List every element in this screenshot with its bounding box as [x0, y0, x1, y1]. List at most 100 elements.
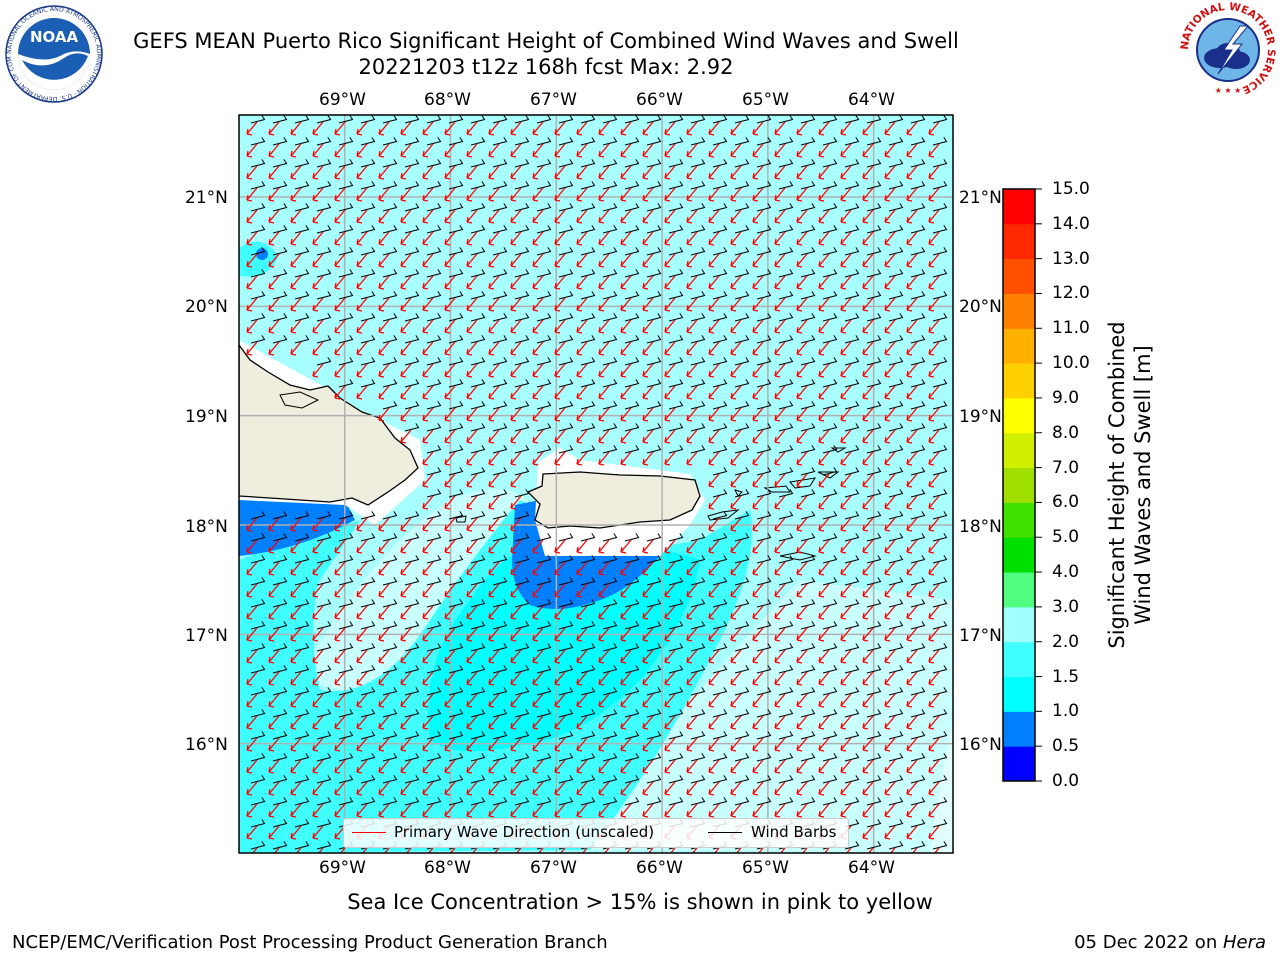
wind-barb	[514, 247, 530, 256]
wind-barb	[250, 203, 266, 212]
wave-direction-arrow	[708, 341, 720, 356]
wind-barb	[272, 665, 288, 674]
wave-direction-arrow	[664, 187, 676, 202]
wind-barb	[294, 335, 310, 344]
wave-direction-arrow	[774, 781, 786, 796]
wave-direction-arrow	[664, 143, 676, 158]
wave-direction-arrow	[840, 759, 852, 774]
wind-barb	[888, 819, 904, 828]
chart-title: GEFS MEAN Puerto Rico Significant Height…	[133, 29, 959, 53]
wave-direction-arrow	[356, 693, 368, 708]
wind-barb	[536, 225, 552, 234]
wind-barb	[756, 203, 772, 212]
wave-direction-arrow	[862, 451, 874, 466]
wave-direction-arrow	[862, 209, 874, 224]
wind-barb	[448, 423, 464, 432]
wind-barb	[492, 269, 508, 278]
wave-direction-arrow	[422, 429, 434, 444]
wave-direction-arrow	[334, 803, 346, 818]
wind-barb	[316, 643, 332, 652]
wind-barb	[492, 247, 508, 256]
wave-direction-arrow	[295, 847, 302, 853]
wave-direction-arrow	[686, 671, 698, 686]
wave-direction-arrow	[774, 319, 786, 334]
wind-barb	[382, 511, 398, 520]
wind-barb	[690, 577, 706, 586]
wave-direction-arrow	[400, 209, 412, 224]
wind-barb	[448, 555, 464, 564]
wind-barb	[734, 313, 750, 322]
wave-direction-arrow	[444, 319, 456, 334]
wave-direction-arrow	[576, 451, 588, 466]
wind-barb	[470, 159, 486, 168]
wind-barb	[624, 181, 640, 190]
wind-barb	[272, 753, 288, 762]
wave-direction-arrow	[928, 319, 940, 334]
wind-barb	[558, 401, 574, 410]
wave-direction-arrow	[598, 275, 610, 290]
colorbar-segment	[1003, 432, 1035, 469]
wind-barb	[690, 225, 706, 234]
wave-direction-arrow	[312, 275, 324, 290]
wave-direction-arrow	[752, 187, 764, 202]
wave-direction-arrow	[510, 253, 522, 268]
wave-direction-arrow	[730, 649, 742, 664]
wind-barb	[536, 181, 552, 190]
wave-direction-arrow	[378, 121, 390, 136]
wave-direction-arrow	[576, 803, 588, 818]
wind-barb	[404, 731, 420, 740]
wind-barb	[250, 159, 266, 168]
wind-barb	[382, 577, 398, 586]
wind-barb	[382, 753, 398, 762]
wave-direction-arrow	[598, 363, 610, 378]
wind-barb	[734, 511, 750, 520]
wave-direction-arrow	[444, 495, 456, 510]
wave-direction-arrow	[840, 473, 852, 488]
wind-barb	[580, 753, 596, 762]
wave-direction-arrow	[642, 693, 654, 708]
wind-barb	[844, 577, 860, 586]
wind-barb	[778, 599, 794, 608]
wave-direction-arrow	[290, 671, 302, 686]
wave-direction-arrow	[378, 583, 390, 598]
wind-barb	[910, 379, 926, 388]
wave-direction-arrow	[642, 231, 654, 246]
wave-direction-arrow	[840, 539, 852, 554]
wave-direction-arrow	[466, 253, 478, 268]
wind-barb	[668, 137, 684, 146]
colorbar-title: Significant Height of Combined Wind Wave…	[1104, 275, 1156, 695]
wind-barb	[492, 489, 508, 498]
wind-barb	[338, 335, 354, 344]
wave-direction-arrow	[576, 275, 588, 290]
wind-barb	[866, 819, 882, 828]
wind-barb	[426, 357, 442, 366]
wind-barb	[448, 203, 464, 212]
wave-direction-arrow	[400, 649, 412, 664]
wind-barb	[404, 401, 420, 410]
wave-direction-arrow	[796, 165, 808, 180]
wind-barb	[426, 225, 442, 234]
wind-barb	[470, 753, 486, 762]
wave-direction-arrow	[554, 561, 566, 576]
wind-barb	[668, 401, 684, 410]
wave-direction-arrow	[598, 121, 610, 136]
wave-direction-arrow	[906, 825, 918, 840]
wave-direction-arrow	[840, 187, 852, 202]
wave-direction-arrow	[840, 649, 852, 664]
wave-direction-arrow	[378, 759, 390, 774]
wave-direction-arrow	[928, 473, 940, 488]
wind-barb	[624, 577, 640, 586]
wind-barb	[932, 225, 948, 234]
wind-barb	[294, 511, 310, 520]
wind-barb	[558, 621, 574, 630]
wind-barb	[910, 445, 926, 454]
wind-barb	[888, 269, 904, 278]
svg-text:★ ★ ★: ★ ★ ★	[1215, 86, 1242, 95]
wave-direction-arrow	[268, 693, 280, 708]
wind-barb	[800, 247, 816, 256]
wave-direction-arrow	[268, 715, 280, 730]
wind-barb	[932, 357, 948, 366]
wind-barb	[910, 511, 926, 520]
wave-direction-arrow	[730, 517, 742, 532]
